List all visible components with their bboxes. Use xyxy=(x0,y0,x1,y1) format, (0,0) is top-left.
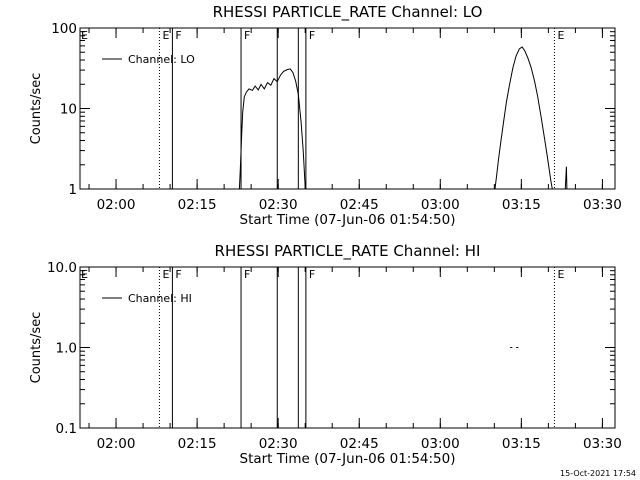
data-series-line xyxy=(238,68,306,189)
x-tick-label: 03:00 xyxy=(421,436,460,452)
legend-entry: Channel: HI xyxy=(128,292,192,305)
x-tick-label: 02:30 xyxy=(259,436,298,452)
legend-entry: Channel: LO xyxy=(128,53,195,66)
plot-timestamp: 15-Oct-2021 17:54 xyxy=(560,469,636,478)
x-tick-label: 02:15 xyxy=(178,436,217,452)
y-tick-label: 0.1 xyxy=(56,421,77,437)
x-axis-label: Start Time (07-Jun-06 01:54:50) xyxy=(240,212,456,228)
x-tick-label: 03:15 xyxy=(502,197,541,213)
event-marker-label: E xyxy=(162,268,169,281)
event-marker-label: E xyxy=(162,29,169,42)
y-axis-label: Counts/sec xyxy=(29,73,44,145)
event-marker-label: F xyxy=(244,268,250,281)
panel-2: RHESSI PARTICLE_RATE Channel: HI 0.1 1.0 10… xyxy=(29,242,622,467)
event-marker-label: F xyxy=(309,268,315,281)
event-marker-label: F xyxy=(175,29,181,42)
event-marker-label: E xyxy=(557,268,564,281)
y-tick-label: 1 xyxy=(68,182,77,198)
x-tick-label: 02:00 xyxy=(97,197,136,213)
x-tick-label: 03:00 xyxy=(421,197,460,213)
event-marker-label: F xyxy=(244,29,250,42)
x-tick-label: 02:30 xyxy=(259,197,298,213)
x-axis-label: Start Time (07-Jun-06 01:54:50) xyxy=(240,451,456,467)
chart-title: RHESSI PARTICLE_RATE Channel: HI xyxy=(215,242,481,261)
event-marker-label: E xyxy=(81,268,88,281)
x-tick-label: 02:45 xyxy=(340,436,379,452)
chart-title: RHESSI PARTICLE_RATE Channel: LO xyxy=(213,3,483,22)
data-series-line xyxy=(494,46,553,189)
y-tick-label: 100 xyxy=(51,21,77,37)
y-tick-label: 1.0 xyxy=(56,341,77,357)
y-tick-label: 10.0 xyxy=(47,260,77,276)
x-tick-label: 03:15 xyxy=(502,436,541,452)
y-axis-label: Counts/sec xyxy=(29,312,44,384)
x-tick-label: 02:45 xyxy=(340,197,379,213)
data-series-line xyxy=(564,166,568,189)
x-tick-label: 03:30 xyxy=(583,197,622,213)
event-marker-label: E xyxy=(557,29,564,42)
event-marker-label: E xyxy=(81,29,88,42)
y-tick-label: 10 xyxy=(60,102,77,118)
x-tick-label: 03:30 xyxy=(583,436,622,452)
event-marker-label: F xyxy=(309,29,315,42)
x-tick-label: 02:00 xyxy=(97,436,136,452)
panel-1: RHESSI PARTICLE_RATE Channel: LO 1 10 100 02… xyxy=(29,3,622,228)
x-tick-label: 02:15 xyxy=(178,197,217,213)
event-marker-label: F xyxy=(175,268,181,281)
